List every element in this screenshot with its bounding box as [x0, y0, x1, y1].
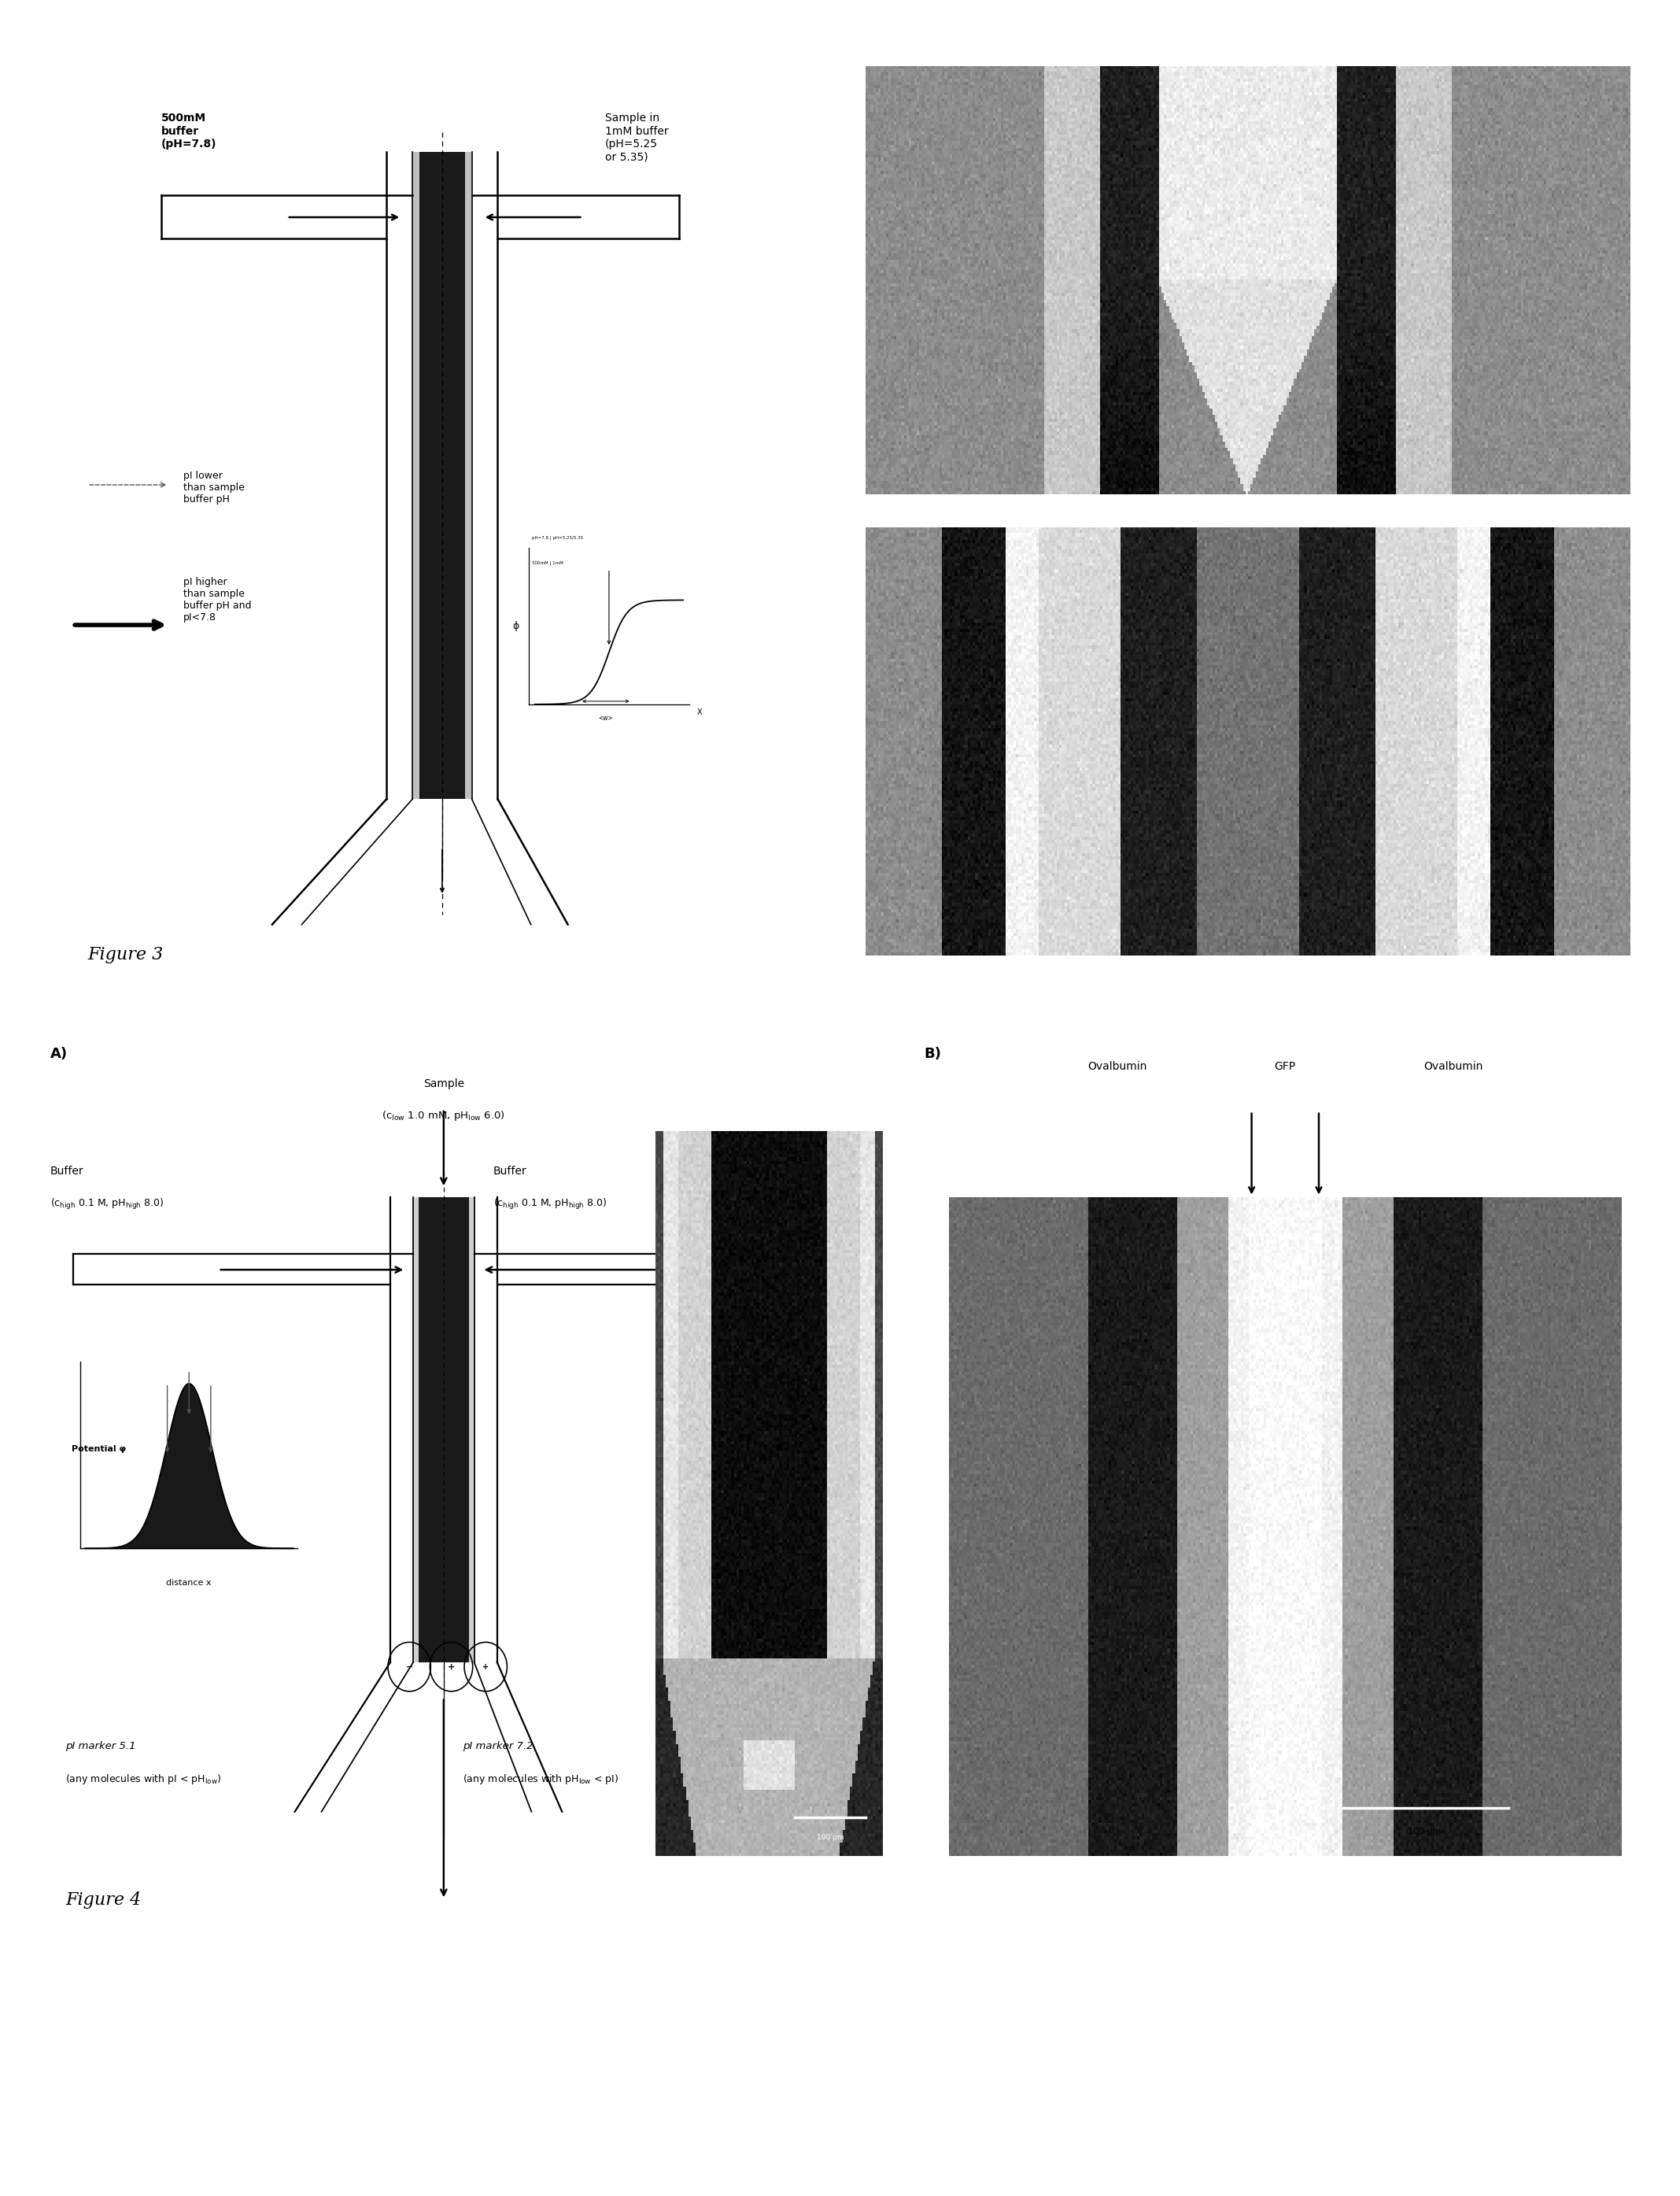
Text: X: X [697, 709, 702, 716]
Text: A): A) [50, 1047, 67, 1061]
Text: (any molecules with pH$_{\rm low}$ < pI): (any molecules with pH$_{\rm low}$ < pI) [462, 1772, 618, 1785]
Text: pI marker 7.2: pI marker 7.2 [462, 1741, 533, 1752]
Text: ϕ: ϕ [512, 621, 519, 630]
Text: pH=7.8 | pH=5.25/5.35: pH=7.8 | pH=5.25/5.35 [531, 536, 583, 540]
Text: pI marker 5.1: pI marker 5.1 [66, 1741, 136, 1752]
Text: Figure 4: Figure 4 [66, 1891, 141, 1908]
Bar [465, 152, 472, 799]
Text: B): B) [924, 1047, 941, 1061]
Text: Potential φ: Potential φ [72, 1445, 126, 1454]
Text: pI higher
than sample
buffer pH and
pI<7.8: pI higher than sample buffer pH and pI<7… [183, 578, 252, 621]
Text: (c$_{\rm low}$ 1.0 mM, pH$_{\rm low}$ 6.0): (c$_{\rm low}$ 1.0 mM, pH$_{\rm low}$ 6.… [381, 1109, 506, 1122]
Text: (c$_{\rm high}$ 0.1 M, pH$_{\rm high}$ 8.0): (c$_{\rm high}$ 0.1 M, pH$_{\rm high}$ 8… [494, 1197, 606, 1210]
Text: GFP: GFP [1275, 1061, 1295, 1072]
Bar [413, 152, 420, 799]
Bar [413, 1197, 418, 1662]
Text: distance x: distance x [166, 1579, 212, 1588]
Text: Sample in
1mM buffer
(pH=5.25
or 5.35): Sample in 1mM buffer (pH=5.25 or 5.35) [605, 112, 669, 163]
Text: −: − [405, 1662, 413, 1671]
Bar [413, 152, 472, 799]
Text: pI lower
than sample
buffer pH: pI lower than sample buffer pH [183, 470, 245, 505]
Bar [413, 1197, 474, 1662]
Text: 100 μm: 100 μm [1408, 1827, 1441, 1836]
Text: Ovalbumin: Ovalbumin [1087, 1061, 1147, 1072]
Text: Sample: Sample [423, 1078, 464, 1089]
Text: Buffer: Buffer [494, 1166, 528, 1177]
Text: Figure 3: Figure 3 [87, 946, 163, 964]
Text: (any molecules with pI < pH$_{\rm low}$): (any molecules with pI < pH$_{\rm low}$) [66, 1772, 222, 1785]
Text: Ovalbumin: Ovalbumin [1423, 1061, 1483, 1072]
Text: +: + [482, 1662, 489, 1671]
Text: (c$_{\rm high}$ 0.1 M, pH$_{\rm high}$ 8.0): (c$_{\rm high}$ 0.1 M, pH$_{\rm high}$ 8… [50, 1197, 165, 1210]
Text: 500mM
buffer
(pH=7.8): 500mM buffer (pH=7.8) [161, 112, 217, 149]
Text: Buffer: Buffer [50, 1166, 84, 1177]
Text: +: + [447, 1662, 455, 1671]
Text: 500mM | 1mM: 500mM | 1mM [531, 560, 563, 564]
Bar [469, 1197, 474, 1662]
Text: <w>: <w> [598, 714, 613, 722]
Text: 100 μm: 100 μm [816, 1834, 843, 1840]
